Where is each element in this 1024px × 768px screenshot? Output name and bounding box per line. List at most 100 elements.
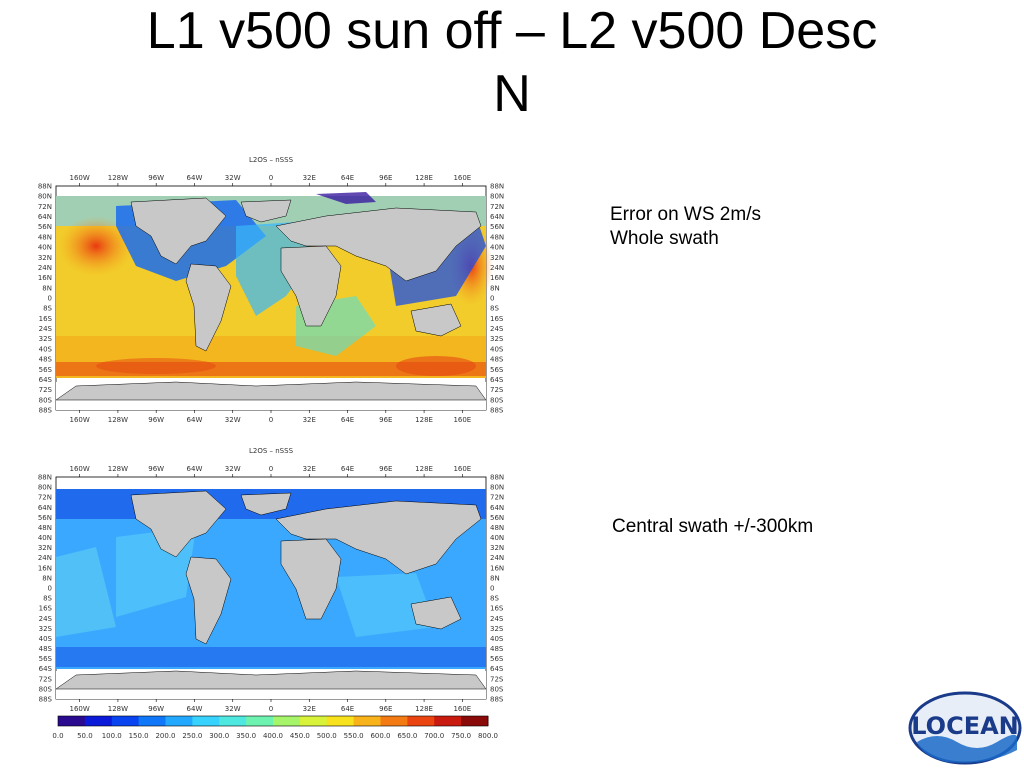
colorbar-swatch xyxy=(165,716,193,726)
colorbar-label: 500.0 xyxy=(317,732,337,740)
colorbar-border xyxy=(57,715,489,727)
lat-tick-label: 32N xyxy=(490,544,504,552)
map2-lon-ticks-bottom: 160W 128W 96W 64W 32W 0 32E 64E 96E 128E 160E xyxy=(70,699,471,713)
lat-tick-label: 8S xyxy=(490,305,499,313)
lat-tick-label: 40N xyxy=(490,244,504,252)
lat-tick-label: 56N xyxy=(490,223,504,231)
lon-tick-label: 128W xyxy=(108,416,128,424)
lat-tick-label: 64N xyxy=(490,213,504,221)
colorbar-swatch xyxy=(219,716,247,726)
colorbar-swatch xyxy=(138,716,166,726)
lat-tick-label: 24N xyxy=(490,554,504,562)
note-whole-swath: Error on WS 2m/s Whole swath xyxy=(610,203,761,251)
colorbar-label: 700.0 xyxy=(424,732,444,740)
lon-tick-label: 32E xyxy=(303,174,316,182)
lat-tick-label: 48S xyxy=(39,356,53,364)
lon-tick-label: 64W xyxy=(187,174,203,182)
lat-tick-label: 16S xyxy=(490,605,504,613)
lat-tick-label: 8S xyxy=(43,305,52,313)
colorbar-swatch xyxy=(246,716,274,726)
lon-tick-label: 128E xyxy=(415,465,433,473)
lat-tick-label: 80N xyxy=(490,484,504,492)
note-central-swath: Central swath +/-300km xyxy=(612,516,814,537)
note-error-ws: Error on WS 2m/s xyxy=(610,204,761,225)
lat-tick-label: 24N xyxy=(38,554,52,562)
locean-logo: LOCEAN xyxy=(908,691,1022,765)
slide-title-line2: N xyxy=(493,65,531,123)
lon-tick-label: 96E xyxy=(379,416,392,424)
lat-tick-label: 32N xyxy=(38,254,52,262)
lat-tick-label: 72N xyxy=(38,203,52,211)
lon-tick-label: 64W xyxy=(187,705,203,713)
lon-tick-label: 160W xyxy=(70,174,90,182)
lat-tick-label: 72N xyxy=(490,494,504,502)
lat-tick-label: 16S xyxy=(39,605,53,613)
lat-tick-label: 88N xyxy=(490,474,504,482)
map1-plot-area xyxy=(55,185,493,411)
lat-tick-label: 32S xyxy=(39,625,53,633)
lat-tick-label: 88N xyxy=(38,474,52,482)
lat-tick-label: 40S xyxy=(490,345,504,353)
lat-tick-label: 88S xyxy=(490,696,504,704)
lat-tick-label: 8N xyxy=(42,284,52,292)
lon-tick-label: 160W xyxy=(70,705,90,713)
lat-tick-label: 64N xyxy=(38,504,52,512)
lat-tick-label: 56S xyxy=(490,366,504,374)
lat-tick-label: 0 xyxy=(48,585,52,593)
colorbar-swatches xyxy=(57,715,489,727)
lat-tick-label: 80N xyxy=(38,193,52,201)
lon-tick-label: 96W xyxy=(148,174,164,182)
lat-tick-label: 80S xyxy=(39,685,53,693)
lon-tick-label: 96E xyxy=(379,465,392,473)
map1-lat-ticks-right: 88N 80N 72N 64N 56N 48N 40N 32N 24N 16N 8N 0 8S 16S 24… xyxy=(490,183,504,415)
lat-tick-label: 16S xyxy=(39,315,53,323)
lon-tick-label: 128E xyxy=(415,705,433,713)
colorbar-swatch xyxy=(84,716,113,726)
lon-tick-label: 64E xyxy=(341,465,354,473)
lat-tick-label: 24S xyxy=(39,325,53,333)
lat-tick-label: 0 xyxy=(490,585,494,593)
lat-tick-label: 40S xyxy=(490,635,504,643)
lon-tick-label: 0 xyxy=(269,174,273,182)
lon-tick-label: 160W xyxy=(70,416,90,424)
colorbar-swatch xyxy=(273,716,301,726)
colorbar-label: 800.0 xyxy=(478,732,498,740)
colorbar-swatch xyxy=(326,716,355,726)
lat-tick-label: 0 xyxy=(48,295,52,303)
lat-tick-label: 56S xyxy=(39,655,53,663)
lat-tick-label: 88N xyxy=(38,183,52,191)
lat-tick-label: 16S xyxy=(490,315,504,323)
map2-lat-ticks-right: 88N 80N 72N 64N 56N 48N 40N 32N 24N 16N 8N 0 8S 16S 24… xyxy=(490,474,504,704)
map2-panel-title: L2OS – nSSS xyxy=(249,447,294,455)
lon-tick-label: 96E xyxy=(379,174,392,182)
lon-tick-label: 64W xyxy=(187,416,203,424)
lat-tick-label: 48N xyxy=(490,233,504,241)
lon-tick-label: 128E xyxy=(415,174,433,182)
lat-tick-label: 32S xyxy=(490,335,504,343)
lat-tick-label: 88N xyxy=(490,183,504,191)
lon-tick-label: 96W xyxy=(148,465,164,473)
lon-tick-label: 32E xyxy=(303,465,316,473)
lat-tick-label: 80S xyxy=(490,685,504,693)
map2-plot-area xyxy=(55,476,487,700)
lat-tick-label: 40S xyxy=(39,345,53,353)
lon-tick-label: 96W xyxy=(148,416,164,424)
lat-tick-label: 48N xyxy=(38,233,52,241)
colorbar-swatch xyxy=(380,716,408,726)
colorbar-label: 450.0 xyxy=(290,732,310,740)
lon-tick-label: 64W xyxy=(187,465,203,473)
lat-tick-label: 64S xyxy=(490,665,504,673)
lat-tick-label: 64S xyxy=(39,376,53,384)
colorbar: 0.0 50.0 100.0 150.0 200.0 250.0 300.0 350.0 400… xyxy=(52,715,498,740)
colorbar-label: 250.0 xyxy=(182,732,202,740)
lat-tick-label: 32S xyxy=(39,335,53,343)
colorbar-swatch xyxy=(58,716,86,726)
lat-tick-label: 16N xyxy=(38,274,52,282)
lat-tick-label: 40N xyxy=(38,534,52,542)
colorbar-swatch xyxy=(353,716,381,726)
colorbar-label: 400.0 xyxy=(263,732,283,740)
lat-tick-label: 64N xyxy=(490,504,504,512)
lon-tick-label: 32E xyxy=(303,416,316,424)
lon-tick-label: 96W xyxy=(148,705,164,713)
lat-tick-label: 48S xyxy=(39,645,53,653)
